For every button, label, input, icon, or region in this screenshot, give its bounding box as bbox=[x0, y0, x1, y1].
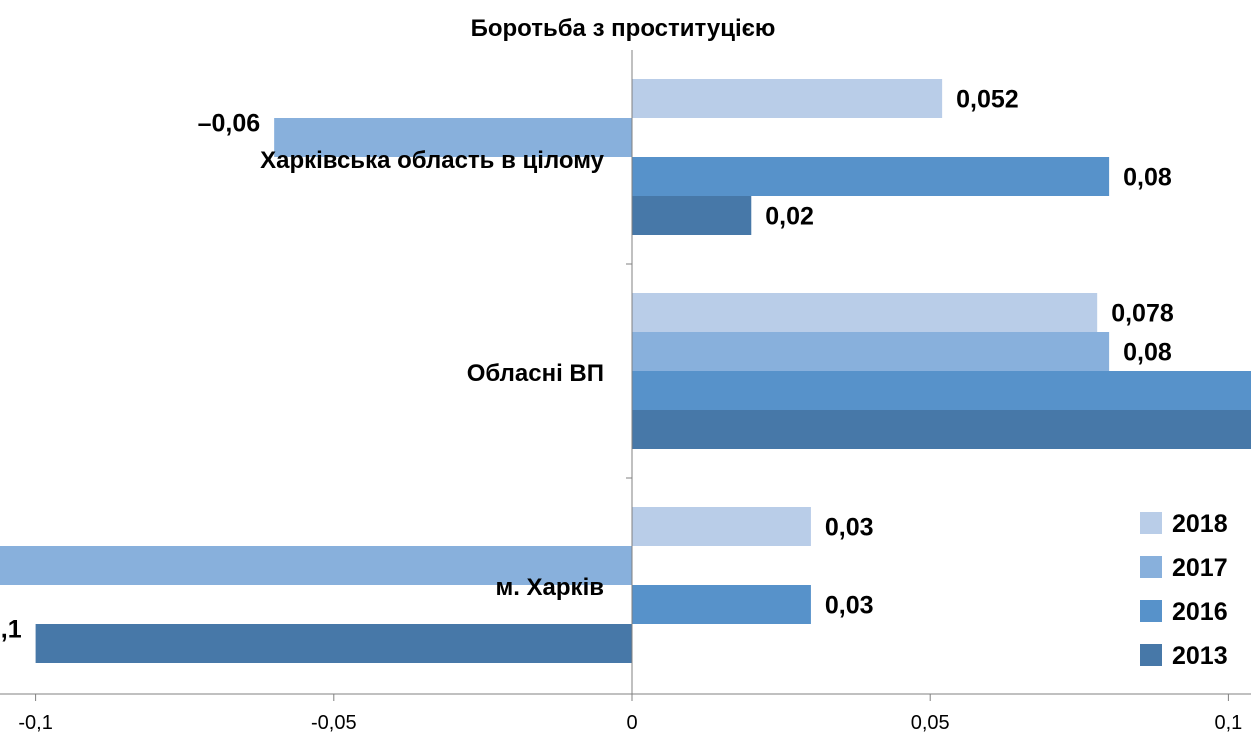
bar-2017-3 bbox=[0, 546, 632, 585]
data-label-2018-3: 0,03 bbox=[825, 514, 874, 542]
bar-2018-3 bbox=[632, 507, 811, 546]
chart-title: Боротьба з проституцією bbox=[471, 15, 776, 42]
legend-swatch-2013 bbox=[1140, 644, 1162, 666]
legend: 2018 2017 2016 2013 bbox=[1140, 510, 1228, 670]
data-label-2016-1: 0,08 bbox=[1123, 164, 1172, 192]
data-label-2013-1: 0,02 bbox=[765, 203, 814, 231]
legend-label-2013: 2013 bbox=[1172, 642, 1228, 670]
data-label-2018-2: 0,078 bbox=[1111, 300, 1174, 328]
bar-2013-3 bbox=[35, 624, 633, 663]
data-label-2017-1: –0,06 bbox=[198, 110, 261, 138]
data-label-2018-1: 0,052 bbox=[956, 86, 1019, 114]
bar-2017-1 bbox=[274, 118, 632, 157]
legend-label-2017: 2017 bbox=[1172, 554, 1228, 582]
legend-label-2018: 2018 bbox=[1172, 510, 1228, 538]
category-label-3: м. Харків bbox=[495, 574, 604, 601]
x-tick-label-4: -0,05 bbox=[311, 712, 357, 734]
x-tick-label-6: 0,05 bbox=[911, 712, 950, 734]
bar-2017-2 bbox=[632, 332, 1110, 371]
bar-2016-1 bbox=[632, 157, 1110, 196]
bar-2018-1 bbox=[632, 79, 943, 118]
bar-2013-1 bbox=[632, 196, 752, 235]
bar-2018-2 bbox=[632, 293, 1098, 332]
legend-swatch-2018 bbox=[1140, 512, 1162, 534]
category-label-2: Обласні ВП bbox=[467, 360, 604, 387]
x-tick-label-3: -0,1 bbox=[18, 712, 52, 734]
data-label-2013-3: –0,1 bbox=[0, 616, 22, 644]
x-tick-label-7: 0,1 bbox=[1214, 712, 1242, 734]
category-label-1: Харківська область в цілому bbox=[260, 147, 605, 174]
plot-area: 0,0520,0780,03–0,060,08–0,160,080,120,03… bbox=[0, 50, 1251, 734]
data-label-2017-2: 0,08 bbox=[1123, 339, 1172, 367]
bar-2016-2 bbox=[632, 371, 1251, 410]
data-label-2016-3: 0,03 bbox=[825, 592, 874, 620]
bar-2016-3 bbox=[632, 585, 811, 624]
x-tick-label-5: 0 bbox=[626, 712, 637, 734]
legend-swatch-2016 bbox=[1140, 600, 1162, 622]
legend-label-2016: 2016 bbox=[1172, 598, 1228, 626]
bar-2013-2 bbox=[632, 410, 1251, 449]
legend-swatch-2017 bbox=[1140, 556, 1162, 578]
